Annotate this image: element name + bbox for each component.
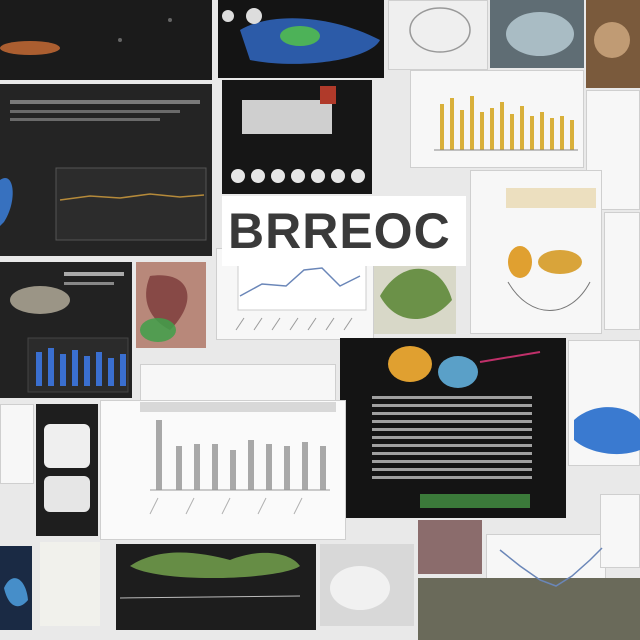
photo-tile-bottom-right <box>418 578 640 640</box>
dark-specimen-photo <box>0 0 212 80</box>
photo-tile-bottom-mid <box>418 520 482 574</box>
small-paper-tile <box>0 404 34 484</box>
gray-bars <box>156 420 326 490</box>
blue-specimen <box>0 178 13 226</box>
dark-chart-box <box>55 167 207 241</box>
specimen-shape <box>0 41 60 55</box>
gold-bars <box>440 96 574 150</box>
wordmark-title: BRREOC <box>222 196 466 266</box>
gold-bar-chart-tile <box>410 70 584 168</box>
blue-bars <box>36 348 126 386</box>
sketch-tile <box>388 0 488 70</box>
white-device-tile <box>40 542 100 626</box>
